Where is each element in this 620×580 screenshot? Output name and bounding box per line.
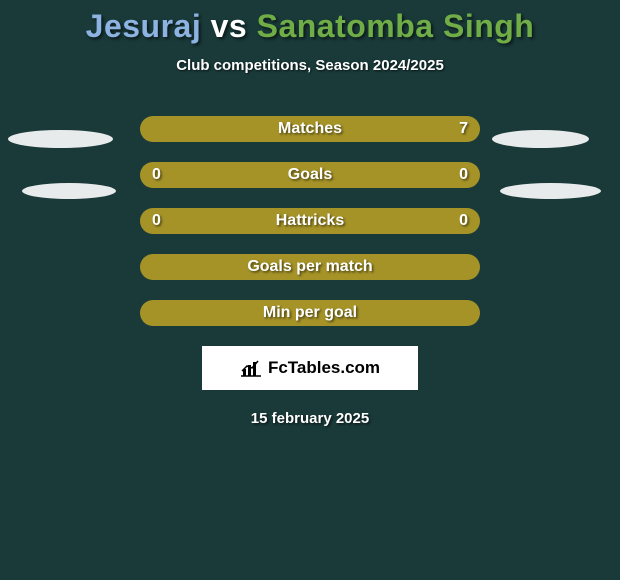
stat-label: Min per goal — [140, 300, 480, 326]
chart-icon — [240, 359, 262, 377]
stat-row: Hattricks0 0 — [140, 208, 480, 234]
stat-value-left: 0 — [152, 208, 161, 234]
stat-value-right: 0 — [459, 208, 468, 234]
page-title: Jesuraj vs Sanatomba Singh — [0, 0, 620, 45]
stat-value-left: 0 — [152, 162, 161, 188]
title-player2: Sanatomba Singh — [257, 8, 535, 44]
title-vs: vs — [201, 8, 256, 44]
stat-rows: Matches7Goals00Hattricks00Goals per matc… — [0, 116, 620, 326]
subtitle: Club competitions, Season 2024/2025 — [0, 57, 620, 74]
stat-row: Min per goal — [140, 300, 480, 326]
stat-label: Hattricks — [140, 208, 480, 234]
stat-label: Goals — [140, 162, 480, 188]
stat-value-right: 0 — [459, 162, 468, 188]
stat-row: Matches7 — [140, 116, 480, 142]
title-player1: Jesuraj — [86, 8, 202, 44]
badge-text: FcTables.com — [268, 358, 380, 378]
stat-value-right: 7 — [459, 116, 468, 142]
source-badge: FcTables.com — [202, 346, 418, 390]
stat-label: Matches — [140, 116, 480, 142]
stat-label: Goals per match — [140, 254, 480, 280]
stat-row: Goals per match — [140, 254, 480, 280]
stat-row: Goals0 0 — [140, 162, 480, 188]
date-label: 15 february 2025 — [0, 410, 620, 427]
